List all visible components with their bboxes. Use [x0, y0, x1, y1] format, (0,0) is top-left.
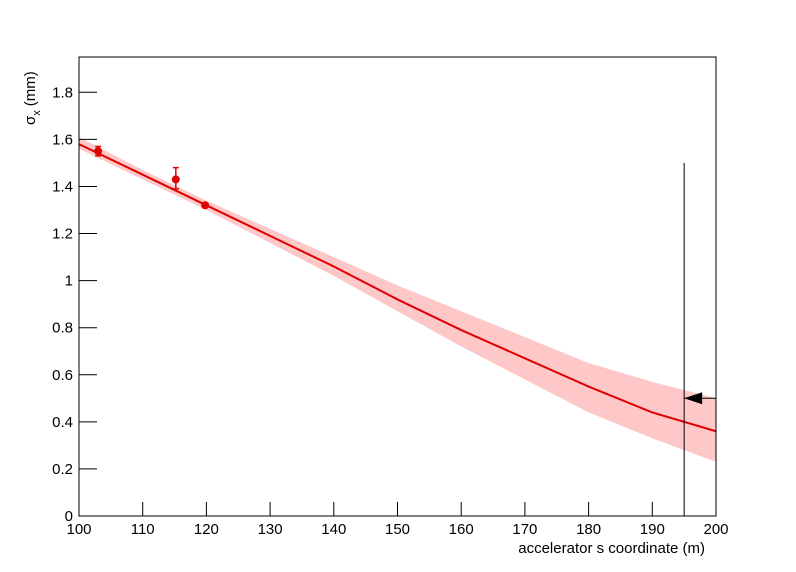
- y-tick-label: 1.6: [52, 131, 73, 148]
- x-tick-label: 130: [258, 521, 283, 538]
- x-tick-label: 170: [512, 521, 537, 538]
- x-axis-label: accelerator s coordinate (m): [518, 540, 705, 557]
- y-axis-label: σx (mm): [22, 71, 43, 125]
- y-tick-label: 0: [65, 508, 73, 525]
- y-tick-label: 0.2: [52, 461, 73, 478]
- y-tick-label: 0.4: [52, 414, 73, 431]
- y-tick-label: 1.8: [52, 84, 73, 101]
- x-tick-label: 100: [66, 521, 91, 538]
- x-tick-label: 140: [321, 521, 346, 538]
- arrow-head: [684, 392, 703, 405]
- x-tick-label: 190: [640, 521, 665, 538]
- y-tick-label: 1: [65, 273, 73, 290]
- x-tick-label: 120: [194, 521, 219, 538]
- y-label-suffix: (mm): [22, 71, 39, 106]
- x-tick-label: 180: [576, 521, 601, 538]
- y-tick-label: 1.2: [52, 226, 73, 243]
- x-tick-label: 200: [703, 521, 728, 538]
- data-point: [201, 201, 210, 210]
- x-tick-label: 150: [385, 521, 410, 538]
- x-tick-label: 110: [131, 521, 155, 538]
- y-label-subscript: x: [31, 110, 43, 116]
- y-tick-label: 0.8: [52, 320, 73, 337]
- data-point: [94, 147, 103, 156]
- y-label-symbol: σ: [22, 115, 39, 125]
- y-tick-label: 1.4: [52, 178, 73, 195]
- fit-line: [78, 143, 717, 433]
- y-tick-label: 0.6: [52, 367, 73, 384]
- x-tick-label: 160: [449, 521, 474, 538]
- data-point: [171, 175, 180, 184]
